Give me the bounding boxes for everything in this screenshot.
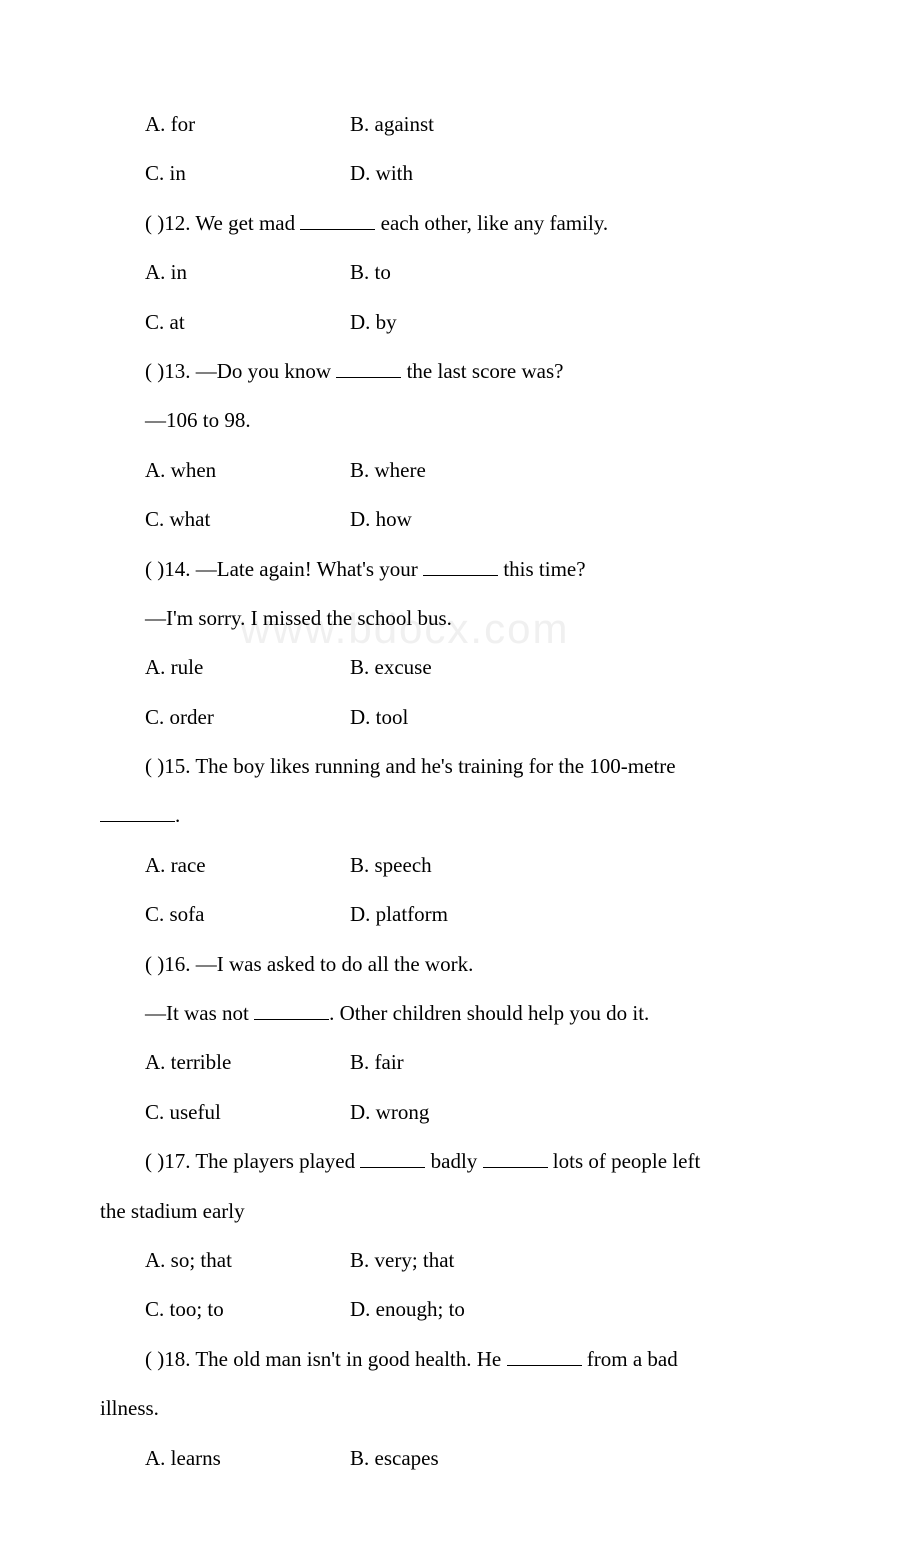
q15-options-row1: A. race B. speech: [100, 851, 820, 880]
q15-prompt-wrap: .: [100, 801, 820, 830]
q18-opt-a: A. learns: [145, 1444, 350, 1473]
q16-opt-c: C. useful: [145, 1098, 350, 1127]
q18-blank: [507, 1345, 582, 1366]
q11-opt-d: D. with: [350, 159, 820, 188]
q12-opt-b: B. to: [350, 258, 820, 287]
q17-prompt-mid: badly: [425, 1149, 482, 1173]
q17-opt-b: B. very; that: [350, 1246, 820, 1275]
q13-blank: [336, 357, 401, 378]
q17-opt-a: A. so; that: [145, 1246, 350, 1275]
q13-prompt-post: the last score was?: [401, 359, 563, 383]
q12-opt-d: D. by: [350, 308, 820, 337]
q14-opt-c: C. order: [145, 703, 350, 732]
q14-opt-a: A. rule: [145, 653, 350, 682]
q13-opt-c: C. what: [145, 505, 350, 534]
q17-prompt-post: lots of people left: [548, 1149, 701, 1173]
q17-prompt-wrap: the stadium early: [100, 1197, 820, 1226]
q16-options-row1: A. terrible B. fair: [100, 1048, 820, 1077]
q17-opt-c: C. too; to: [145, 1295, 350, 1324]
q11-options-row2: C. in D. with: [100, 159, 820, 188]
q13-opt-d: D. how: [350, 505, 820, 534]
q15-opt-a: A. race: [145, 851, 350, 880]
q14-options-row2: C. order D. tool: [100, 703, 820, 732]
q16-opt-b: B. fair: [350, 1048, 820, 1077]
q15-opt-c: C. sofa: [145, 900, 350, 929]
q18-options-row1: A. learns B. escapes: [100, 1444, 820, 1473]
q11-opt-b: B. against: [350, 110, 820, 139]
q13-answer: —106 to 98.: [100, 406, 820, 435]
q17-opt-d: D. enough; to: [350, 1295, 820, 1324]
q11-opt-a: A. for: [145, 110, 350, 139]
q12-options-row1: A. in B. to: [100, 258, 820, 287]
q18-prompt-post: from a bad: [582, 1347, 678, 1371]
q18-prompt-pre: ( )18. The old man isn't in good health.…: [145, 1347, 507, 1371]
q15-opt-b: B. speech: [350, 851, 820, 880]
q11-options-row1: A. for B. against: [100, 110, 820, 139]
q15-options-row2: C. sofa D. platform: [100, 900, 820, 929]
q16-opt-a: A. terrible: [145, 1048, 350, 1077]
q13-options-row1: A. when B. where: [100, 456, 820, 485]
q13-opt-a: A. when: [145, 456, 350, 485]
q16-answer-pre: —It was not: [145, 1001, 254, 1025]
q12-prompt: ( )12. We get mad each other, like any f…: [100, 209, 820, 238]
q15-wrap-text: .: [175, 803, 180, 827]
q12-prompt-post: each other, like any family.: [375, 211, 608, 235]
q12-options-row2: C. at D. by: [100, 308, 820, 337]
q18-prompt: ( )18. The old man isn't in good health.…: [100, 1345, 820, 1374]
q17-options-row2: C. too; to D. enough; to: [100, 1295, 820, 1324]
q17-prompt: ( )17. The players played badly lots of …: [100, 1147, 820, 1176]
q12-blank: [300, 209, 375, 230]
q12-opt-a: A. in: [145, 258, 350, 287]
q14-prompt-pre: ( )14. —Late again! What's your: [145, 557, 423, 581]
q13-prompt: ( )13. —Do you know the last score was?: [100, 357, 820, 386]
q18-prompt-wrap: illness.: [100, 1394, 820, 1423]
q14-blank: [423, 555, 498, 576]
q16-opt-d: D. wrong: [350, 1098, 820, 1127]
q14-opt-b: B. excuse: [350, 653, 820, 682]
q16-answer-post: . Other children should help you do it.: [329, 1001, 649, 1025]
q12-prompt-pre: ( )12. We get mad: [145, 211, 300, 235]
q12-opt-c: C. at: [145, 308, 350, 337]
q17-prompt-pre: ( )17. The players played: [145, 1149, 360, 1173]
q11-opt-c: C. in: [145, 159, 350, 188]
q14-prompt-post: this time?: [498, 557, 586, 581]
q14-opt-d: D. tool: [350, 703, 820, 732]
q15-opt-d: D. platform: [350, 900, 820, 929]
q18-opt-b: B. escapes: [350, 1444, 820, 1473]
q17-blank2: [483, 1147, 548, 1168]
q13-opt-b: B. where: [350, 456, 820, 485]
q17-blank1: [360, 1147, 425, 1168]
q14-options-row1: A. rule B. excuse: [100, 653, 820, 682]
q13-prompt-pre: ( )13. —Do you know: [145, 359, 336, 383]
q15-prompt: ( )15. The boy likes running and he's tr…: [100, 752, 820, 781]
q13-options-row2: C. what D. how: [100, 505, 820, 534]
q15-blank: [100, 801, 175, 822]
q16-prompt: ( )16. —I was asked to do all the work.: [100, 950, 820, 979]
q16-blank: [254, 999, 329, 1020]
q14-answer: —I'm sorry. I missed the school bus.: [100, 604, 820, 633]
q16-options-row2: C. useful D. wrong: [100, 1098, 820, 1127]
q17-options-row1: A. so; that B. very; that: [100, 1246, 820, 1275]
q16-answer: —It was not . Other children should help…: [100, 999, 820, 1028]
q14-prompt: ( )14. —Late again! What's your this tim…: [100, 555, 820, 584]
